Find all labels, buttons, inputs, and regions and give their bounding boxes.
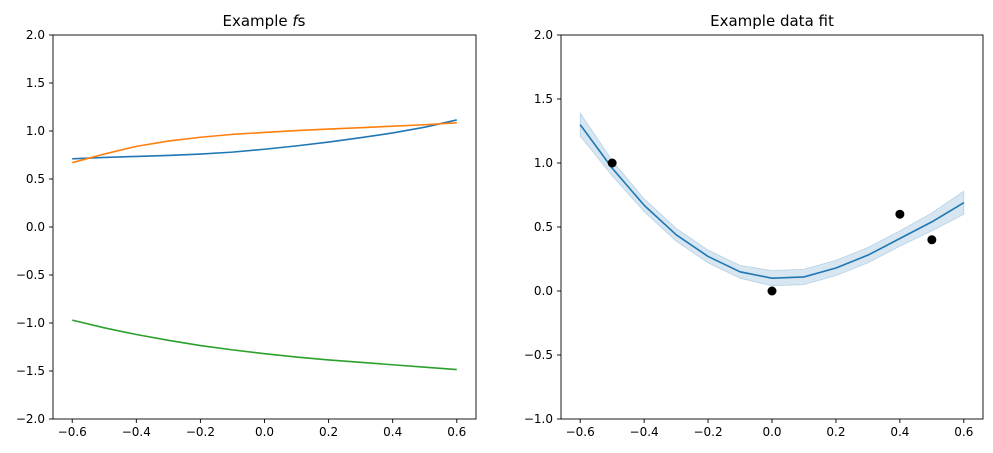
right-xtick-label: −0.2 — [693, 425, 722, 439]
left-series-line-f2 — [72, 122, 457, 164]
left-ytick-label: −0.5 — [16, 268, 45, 282]
right-fit-mean-line — [579, 124, 965, 279]
left-series-line-f3 — [72, 319, 457, 371]
right-ytick-label: 1.0 — [534, 156, 553, 170]
right-chart-panel: Example data fit −0.6 −0.4 −0.2 0.0 0.2 0.4 0.… — [524, 12, 984, 439]
right-ytick-label: 1.5 — [534, 92, 553, 106]
left-ytick-label: 0.5 — [26, 172, 45, 186]
left-xtick-label: −0.6 — [58, 425, 87, 439]
right-xtick-label: 0.0 — [762, 425, 781, 439]
right-chart-title: Example data fit — [710, 12, 834, 30]
right-ytick-label: 0.0 — [534, 284, 553, 298]
right-data-point — [607, 158, 617, 168]
right-xtick-label: 0.6 — [954, 425, 973, 439]
right-xtick-label: −0.6 — [566, 425, 595, 439]
right-chart-axes-frame — [560, 34, 984, 420]
left-xtick-label: 0.2 — [319, 425, 338, 439]
right-xtick-label: 0.4 — [890, 425, 909, 439]
left-ytick-label: −2.0 — [16, 412, 45, 426]
left-ytick-label: 1.5 — [26, 76, 45, 90]
right-ytick-label: 2.0 — [534, 28, 553, 42]
left-chart-panel: Example fs −0.6 −0.4 −0.2 0.0 0.2 0.4 0.6 −2.0 −… — [16, 12, 477, 439]
left-xtick-label: 0.0 — [255, 425, 274, 439]
left-chart-title: Example fs — [223, 12, 306, 30]
right-data-point — [767, 286, 777, 296]
left-ytick-label: 2.0 — [26, 28, 45, 42]
left-ytick-label: 1.0 — [26, 124, 45, 138]
right-xtick-label: 0.2 — [826, 425, 845, 439]
left-ytick-label: −1.0 — [16, 316, 45, 330]
right-ytick-label: −0.5 — [524, 348, 553, 362]
right-xtick-label: −0.4 — [630, 425, 659, 439]
right-confidence-band — [579, 111, 965, 287]
right-ytick-label: 0.5 — [534, 220, 553, 234]
left-xtick-label: −0.2 — [186, 425, 215, 439]
left-ytick-label: −1.5 — [16, 364, 45, 378]
left-xtick-label: −0.4 — [122, 425, 151, 439]
right-data-point — [927, 235, 937, 245]
left-ytick-label: 0.0 — [26, 220, 45, 234]
right-ytick-label: −1.0 — [524, 412, 553, 426]
left-xtick-label: 0.4 — [383, 425, 402, 439]
left-chart-axes-frame — [52, 34, 477, 420]
left-xtick-label: 0.6 — [447, 425, 466, 439]
right-data-point — [895, 209, 905, 219]
left-series-line-f1 — [72, 119, 457, 160]
